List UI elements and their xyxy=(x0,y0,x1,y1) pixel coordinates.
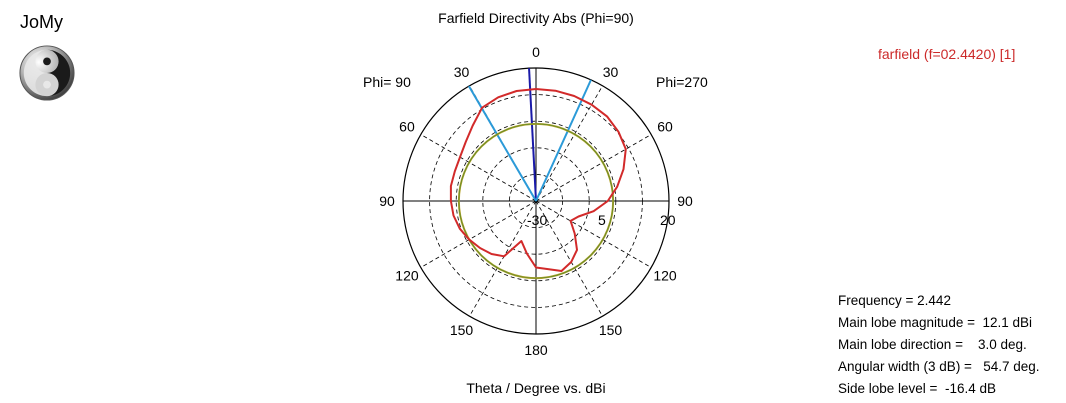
reference-level-inner xyxy=(458,123,614,279)
radial-ring-label: 5 xyxy=(598,212,606,228)
stats-panel: Frequency = 2.442 Main lobe magnitude = … xyxy=(838,290,1040,400)
angle-tick-label: 120 xyxy=(395,268,419,284)
stat-angular-width: Angular width (3 dB) = 54.7 deg. xyxy=(838,359,1040,374)
grid-spoke xyxy=(535,200,603,317)
stat-main-lobe-magnitude: Main lobe magnitude = 12.1 dBi xyxy=(838,315,1033,330)
angle-tick-labels: 0 30 60 90 120 150 180 150 120 90 60 30 xyxy=(379,44,693,358)
grid-spoke xyxy=(535,134,652,202)
angle-tick-label: 90 xyxy=(677,193,693,209)
x-axis-label: Theta / Degree vs. dBi xyxy=(466,380,606,396)
grid-spoke xyxy=(420,200,537,268)
angle-tick-label: 30 xyxy=(454,64,470,80)
grid-spoke xyxy=(420,134,537,202)
stat-main-lobe-direction: Main lobe direction = 3.0 deg. xyxy=(838,337,1027,352)
series-line xyxy=(449,88,627,272)
chart-title: Farfield Directivity Abs (Phi=90) xyxy=(438,10,634,26)
logo-text: JoMy xyxy=(20,12,64,32)
angle-tick-label: 180 xyxy=(524,342,548,358)
angle-tick-label: 150 xyxy=(450,322,474,338)
phi-left-label: Phi= 90 xyxy=(363,74,411,90)
yin-yang-icon xyxy=(19,45,75,101)
pattern-traces xyxy=(449,88,627,280)
phi-right-label: Phi=270 xyxy=(656,74,708,90)
angle-tick-label: 30 xyxy=(603,64,619,80)
stat-frequency: Frequency = 2.442 xyxy=(838,293,951,308)
lobe-markers xyxy=(468,68,592,202)
stat-side-lobe-level: Side lobe level = -16.4 dB xyxy=(838,381,996,396)
angle-tick-label: 0 xyxy=(532,44,540,60)
angle-tick-label: 120 xyxy=(653,268,677,284)
legend-entry: farfield (f=02.4420) [1] xyxy=(878,46,1016,62)
angle-tick-label: 90 xyxy=(379,193,395,209)
grid-spoke xyxy=(535,85,603,202)
angle-tick-label: 60 xyxy=(399,119,415,135)
angle-tick-label: 150 xyxy=(599,322,623,338)
radial-min-label: -30 xyxy=(527,212,547,228)
grid-spoke xyxy=(469,200,537,317)
grid-spoke xyxy=(535,200,652,268)
angle-tick-label: 60 xyxy=(657,119,673,135)
beamwidth-marker xyxy=(468,85,537,202)
radial-max-label: 20 xyxy=(660,212,676,228)
